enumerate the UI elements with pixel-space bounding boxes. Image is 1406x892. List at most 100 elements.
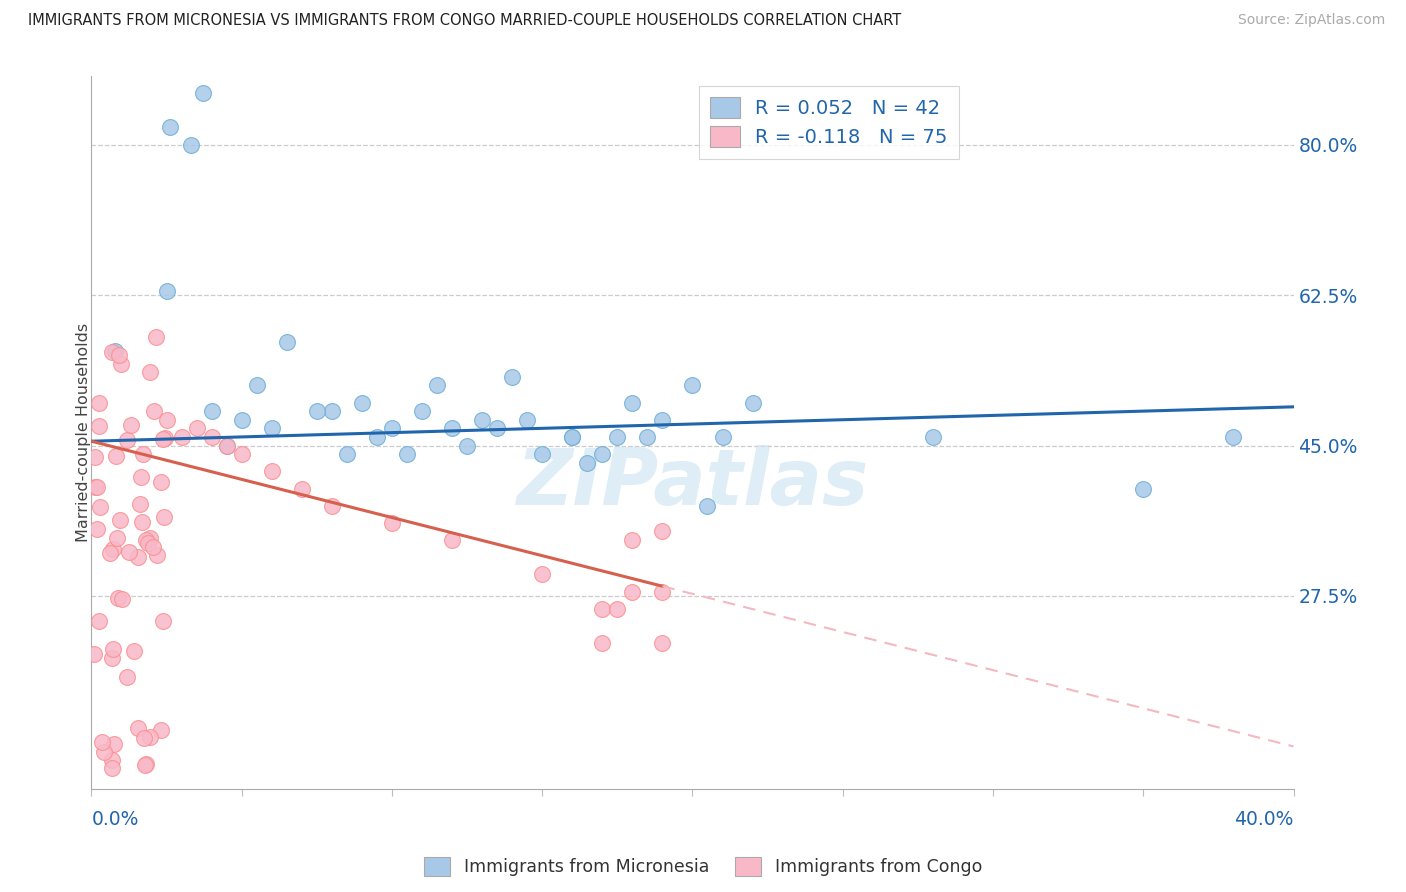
- Point: [101, 541, 124, 556]
- Point: [127, 549, 149, 564]
- Point: [350, 395, 373, 409]
- Point: [152, 614, 174, 628]
- Point: [336, 447, 359, 461]
- Point: [135, 533, 157, 547]
- Point: [139, 531, 162, 545]
- Point: [246, 378, 269, 392]
- Point: [115, 434, 138, 448]
- Point: [201, 404, 224, 418]
- Point: [153, 510, 176, 524]
- Point: [93, 745, 115, 759]
- Point: [110, 513, 132, 527]
- Point: [381, 516, 404, 530]
- Point: [591, 602, 613, 616]
- Point: [159, 120, 181, 135]
- Point: [621, 533, 644, 547]
- Point: [86, 480, 108, 494]
- Point: [215, 438, 238, 452]
- Point: [576, 456, 599, 470]
- Point: [231, 413, 253, 427]
- Point: [89, 614, 111, 628]
- Point: [132, 731, 155, 746]
- Point: [291, 482, 314, 496]
- Point: [107, 591, 129, 605]
- Point: [621, 395, 644, 409]
- Point: [136, 536, 159, 550]
- Point: [132, 447, 155, 461]
- Point: [90, 735, 112, 749]
- Point: [120, 417, 142, 432]
- Point: [395, 447, 418, 461]
- Point: [456, 438, 478, 452]
- Point: [366, 430, 388, 444]
- Text: 40.0%: 40.0%: [1234, 810, 1294, 829]
- Point: [591, 636, 613, 650]
- Point: [101, 651, 124, 665]
- Point: [122, 643, 145, 657]
- Point: [440, 533, 463, 547]
- Point: [155, 413, 177, 427]
- Text: ZIPatlas: ZIPatlas: [516, 444, 869, 521]
- Point: [110, 357, 132, 371]
- Point: [131, 515, 153, 529]
- Point: [561, 430, 583, 444]
- Point: [276, 335, 298, 350]
- Point: [146, 548, 169, 562]
- Point: [636, 430, 658, 444]
- Point: [201, 430, 224, 444]
- Point: [155, 284, 177, 298]
- Point: [531, 447, 554, 461]
- Point: [1132, 482, 1154, 496]
- Point: [516, 413, 538, 427]
- Point: [83, 647, 105, 661]
- Point: [149, 723, 172, 737]
- Point: [104, 450, 127, 464]
- Point: [101, 642, 124, 657]
- Point: [101, 761, 124, 775]
- Point: [86, 522, 108, 536]
- Point: [135, 757, 157, 772]
- Text: IMMIGRANTS FROM MICRONESIA VS IMMIGRANTS FROM CONGO MARRIED-COUPLE HOUSEHOLDS CO: IMMIGRANTS FROM MICRONESIA VS IMMIGRANTS…: [28, 13, 901, 29]
- Point: [606, 430, 628, 444]
- Point: [87, 419, 110, 434]
- Point: [486, 421, 509, 435]
- Point: [139, 365, 162, 379]
- Point: [305, 404, 328, 418]
- Point: [922, 430, 945, 444]
- Point: [152, 433, 174, 447]
- Point: [606, 602, 628, 616]
- Point: [260, 421, 283, 435]
- Point: [98, 546, 121, 560]
- Point: [127, 721, 149, 735]
- Point: [101, 753, 124, 767]
- Point: [142, 541, 165, 555]
- Y-axis label: Married-couple Households: Married-couple Households: [76, 323, 90, 542]
- Point: [501, 369, 523, 384]
- Point: [142, 403, 165, 417]
- Point: [108, 348, 131, 362]
- Point: [118, 545, 141, 559]
- Point: [711, 430, 734, 444]
- Point: [215, 438, 238, 452]
- Point: [321, 499, 343, 513]
- Point: [260, 464, 283, 478]
- Legend: Immigrants from Micronesia, Immigrants from Congo: Immigrants from Micronesia, Immigrants f…: [416, 850, 990, 883]
- Point: [170, 430, 193, 444]
- Point: [696, 499, 718, 513]
- Point: [561, 430, 583, 444]
- Point: [129, 470, 152, 484]
- Point: [741, 395, 763, 409]
- Text: 0.0%: 0.0%: [91, 810, 139, 829]
- Point: [471, 413, 494, 427]
- Point: [111, 591, 134, 606]
- Point: [411, 404, 433, 418]
- Point: [531, 567, 554, 582]
- Point: [186, 421, 208, 435]
- Point: [1222, 430, 1244, 444]
- Point: [591, 447, 613, 461]
- Point: [191, 86, 214, 100]
- Point: [84, 480, 107, 494]
- Point: [145, 330, 167, 344]
- Point: [149, 475, 172, 490]
- Point: [651, 636, 673, 650]
